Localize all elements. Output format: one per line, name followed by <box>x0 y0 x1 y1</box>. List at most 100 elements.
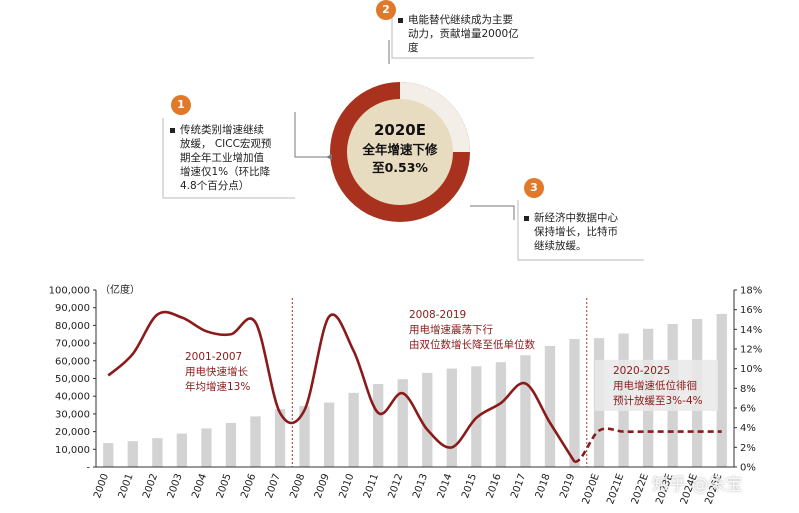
x-tick-label: 2008 <box>288 472 307 500</box>
right-tick-label: 16% <box>740 305 762 316</box>
annotation-connectors <box>294 40 515 220</box>
bar-2002 <box>152 438 163 467</box>
right-tick-label: 8% <box>740 384 756 395</box>
x-tick-label: 2016 <box>485 472 504 500</box>
annotation-1-line: 放缓， CICC宏观预 <box>180 138 272 150</box>
period-dividers <box>291 298 588 467</box>
right-tick-label: 10% <box>740 364 762 375</box>
bar-2012 <box>397 379 408 467</box>
bullet-icon <box>524 215 529 221</box>
annotation-3-line: 继续放缓。 <box>534 240 587 252</box>
annotation-3-line: 保持增长，比特币 <box>534 226 618 238</box>
annotation-2-line: 动力，贡献增量2000亿 <box>408 28 519 40</box>
bar-2025E <box>716 313 727 467</box>
bar-2000 <box>103 443 114 467</box>
donut-line1: 全年增速下修 <box>362 142 438 157</box>
donut-center: 2020E 全年增速下修 至0.53% <box>345 120 455 177</box>
donut-inner <box>347 99 453 205</box>
x-tick-label: 2005 <box>215 472 234 500</box>
period-label-1: 2001-2007 用电快速增长 年均增速13% <box>185 350 250 395</box>
period-label-3: 2020-2025 用电增速低位徘徊 预计放缓至3%-4% <box>613 364 703 409</box>
x-tick-label: 2006 <box>239 472 258 500</box>
donut-line2: 至0.53% <box>372 160 428 175</box>
bar-2019 <box>569 339 580 467</box>
bullet-icon <box>398 17 403 23</box>
annotation-2-line: 度 <box>408 42 419 54</box>
left-tick-label: 80,000 <box>55 321 90 332</box>
bar-2018 <box>544 345 556 467</box>
badge-1: 1 <box>171 95 191 115</box>
x-tick-label: 2000 <box>92 472 111 500</box>
growth-line-forecast <box>574 427 722 464</box>
annotation-2: 电能替代继续成为主要 动力，贡献增量2000亿 度 <box>398 13 538 55</box>
x-tick-label: 2002 <box>141 472 160 500</box>
left-tick-label: 40,000 <box>55 392 90 403</box>
right-tick-label: 2% <box>740 443 756 454</box>
bar-2014 <box>446 368 457 467</box>
period-label-2: 2008-2019 用电增速震荡下行 由双位数增长降至低单位数 <box>409 308 535 353</box>
left-axis-ticks: - 10,000 20,000 30,000 40,000 50,000 60,000 70,… <box>49 286 96 474</box>
annotation-3: 新经济中数据中心 保持增长，比特币 继续放缓。 <box>524 211 649 253</box>
x-axis-ticks: 2000 2001 2002 2003 2004 2005 2006 2007 2008 2009… <box>92 472 725 506</box>
bar-2013 <box>422 372 433 467</box>
badge-2: 2 <box>376 0 396 20</box>
bullet-icon <box>170 127 175 133</box>
donut-graphic <box>330 82 470 222</box>
bar-2006 <box>250 416 261 467</box>
right-tick-label: 18% <box>740 286 762 297</box>
period-3-line: 用电增速低位徘徊 <box>613 380 697 392</box>
bar-2001 <box>127 441 138 467</box>
period-1-line: 年均增速13% <box>185 381 251 393</box>
bar-2003 <box>176 433 188 467</box>
x-tick-label: 2013 <box>411 472 430 500</box>
bar-2008 <box>299 406 310 467</box>
annotation-1-line: 增速仅1%（环比降 <box>180 166 271 178</box>
badge-3: 3 <box>524 178 544 198</box>
left-tick-label: 30,000 <box>55 409 90 420</box>
annotation-3-line: 新经济中数据中心 <box>534 212 618 224</box>
right-tick-label: 12% <box>740 345 762 356</box>
right-tick-label: 14% <box>740 325 762 336</box>
connector-1 <box>294 112 328 158</box>
x-tick-label: 2022E <box>630 472 651 506</box>
annotation-boxes <box>162 8 644 261</box>
x-tick-label: 2014 <box>436 472 455 500</box>
left-tick-label: 70,000 <box>55 339 90 350</box>
x-tick-label: 2011 <box>362 472 381 500</box>
left-tick-label: 60,000 <box>55 356 90 367</box>
right-tick-label: 0% <box>740 463 756 474</box>
growth-line-actual <box>107 310 576 463</box>
right-axis-ticks: 0% 2% 4% 6% 8% 10% 12% 14% 16% 18% <box>734 286 762 474</box>
annotation-box-3-border <box>517 200 644 261</box>
x-tick-label: 2001 <box>117 472 136 500</box>
x-tick-label: 2009 <box>313 472 332 500</box>
bar-2009 <box>323 402 335 467</box>
left-tick-label: 20,000 <box>55 427 90 438</box>
left-tick-label: 50,000 <box>55 374 90 385</box>
bar-2010 <box>348 392 359 467</box>
watermark: 知乎 @朱宝 <box>652 475 743 495</box>
period-2-line: 用电增速震荡下行 <box>409 324 493 336</box>
period-3-line: 预计放缓至3%-4% <box>613 395 703 407</box>
bar-2016 <box>495 362 507 467</box>
period-1-line: 2001-2007 <box>185 351 243 363</box>
x-tick-label: 2019 <box>558 472 577 500</box>
x-tick-label: 2018 <box>534 472 553 500</box>
annotation-1-line: 4.8个百分点） <box>180 180 250 192</box>
left-tick-label: 100,000 <box>49 286 90 297</box>
x-tick-label: 2020E <box>581 472 602 506</box>
bar-series <box>103 313 727 467</box>
bar-2004 <box>201 428 212 467</box>
left-tick-label: 10,000 <box>55 445 90 456</box>
x-tick-label: 2012 <box>387 472 406 500</box>
period-2-line: 由双位数增长降至低单位数 <box>409 339 535 351</box>
annotation-1: 传统类别增速继续 放缓， CICC宏观预 期全年工业增加值 增速仅1%（环比降 … <box>170 123 295 193</box>
forecast-box-bg <box>594 359 718 411</box>
left-tick-label: - <box>86 463 90 474</box>
bar-2007 <box>274 409 286 467</box>
annotation-box-2-border <box>391 8 534 59</box>
annotation-1-line: 传统类别增速继续 <box>180 124 264 136</box>
right-tick-label: 6% <box>740 404 756 415</box>
annotation-2-line: 电能替代继续成为主要 <box>408 14 513 26</box>
